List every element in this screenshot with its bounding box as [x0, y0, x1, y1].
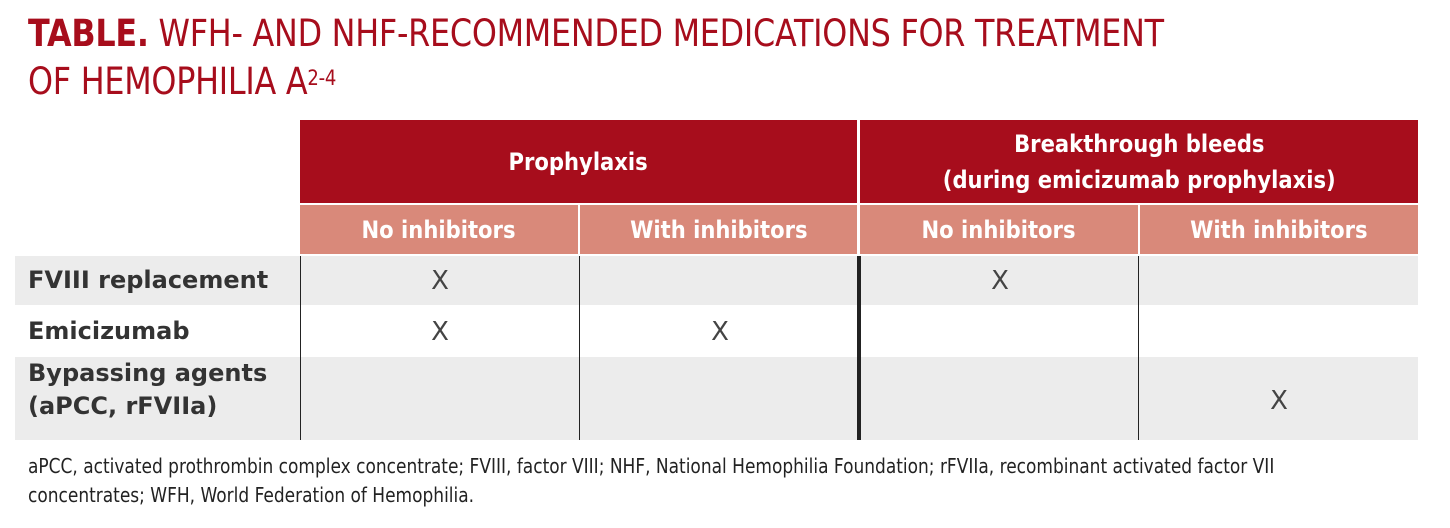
table-cell — [580, 357, 860, 440]
table-cell: X — [431, 316, 449, 347]
table-cell — [580, 256, 860, 305]
subheader-label: With inhibitors — [1190, 215, 1368, 244]
row-label-text-line2: (aPCC, rFVIIa) — [28, 392, 218, 420]
subheader-label: No inhibitors — [361, 215, 517, 244]
subheader-breakthrough-no-inhibitors: No inhibitors — [860, 205, 1138, 254]
column-divider — [1138, 256, 1139, 440]
table-cell — [860, 357, 1140, 440]
group-header-prophylaxis: Prophylaxis — [300, 120, 857, 203]
group-divider — [857, 256, 861, 440]
subheader-label: No inhibitors — [921, 215, 1077, 244]
table-cell — [300, 357, 580, 440]
group-header-breakthrough: Breakthrough bleeds (during emicizumab p… — [860, 120, 1418, 203]
table-cell: X — [1270, 385, 1288, 416]
subheader-label: With inhibitors — [629, 215, 808, 244]
row-label-text-line1: Bypassing agents — [28, 359, 268, 387]
subheader-prophylaxis-no-inhibitors: No inhibitors — [300, 205, 578, 254]
table-cell: X — [991, 265, 1009, 296]
title-label: TABLE. — [28, 12, 149, 55]
row-label-text: FVIII replacement — [28, 266, 269, 294]
row-label-text: Emicizumab — [28, 317, 190, 345]
subheader-prophylaxis-with-inhibitors: With inhibitors — [580, 205, 857, 254]
title-text-line-1: WFH- AND NHF-RECOMMENDED MEDICATIONS FOR… — [158, 12, 1165, 55]
row-label-bypassing-agents: Bypassing agents (aPCC, rFVIIa) — [15, 357, 300, 440]
column-divider — [300, 256, 301, 440]
table-row-shade — [15, 256, 1418, 305]
title-text-line-2: OF HEMOPHILIA A — [28, 60, 308, 103]
column-divider — [579, 256, 580, 440]
table-cell: X — [711, 316, 729, 347]
group-header-prophylaxis-label: Prophylaxis — [508, 147, 649, 176]
footnote-line-1: aPCC, activated prothrombin complex conc… — [28, 454, 1275, 478]
title-superscript: 2-4 — [307, 66, 337, 90]
group-header-breakthrough-line1: Breakthrough bleeds — [1013, 129, 1265, 158]
title-line-2: OF HEMOPHILIA A2-4 — [28, 58, 1232, 106]
table-cell — [1140, 306, 1418, 357]
table-cell — [1140, 256, 1418, 305]
title-line-1: TABLE. WFH- AND NHF-RECOMMENDED MEDICATI… — [28, 10, 1232, 58]
table-cell: X — [431, 265, 449, 296]
subheader-breakthrough-with-inhibitors: With inhibitors — [1140, 205, 1418, 254]
table-title: TABLE. WFH- AND NHF-RECOMMENDED MEDICATI… — [28, 10, 1232, 106]
group-header-breakthrough-line2: (during emicizumab prophylaxis) — [942, 165, 1336, 194]
footnote-line-2: concentrates; WFH, World Federation of H… — [28, 483, 475, 507]
table-footnote: aPCC, activated prothrombin complex conc… — [28, 452, 1354, 510]
row-label-fviii-replacement: FVIII replacement — [15, 256, 300, 305]
row-label-emicizumab: Emicizumab — [15, 306, 300, 357]
table-row-shade — [15, 357, 1418, 440]
table-cell — [860, 306, 1140, 357]
